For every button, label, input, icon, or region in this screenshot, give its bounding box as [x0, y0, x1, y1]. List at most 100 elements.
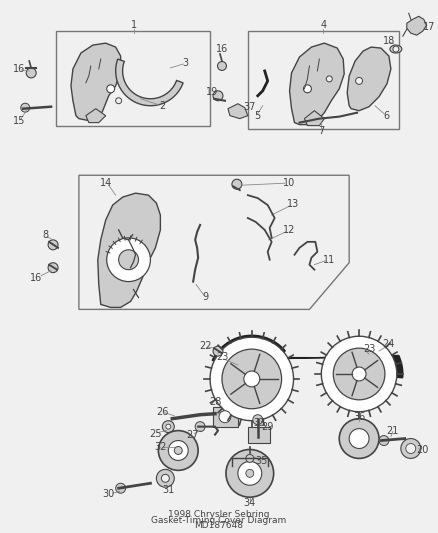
Circle shape — [406, 443, 416, 454]
Circle shape — [238, 462, 262, 485]
Text: 16: 16 — [13, 64, 25, 74]
Circle shape — [222, 349, 282, 409]
Circle shape — [21, 103, 30, 112]
Circle shape — [232, 179, 242, 189]
Text: 26: 26 — [156, 407, 169, 417]
Polygon shape — [86, 109, 106, 123]
Circle shape — [379, 435, 389, 446]
Polygon shape — [116, 59, 183, 106]
Text: 29: 29 — [261, 422, 274, 432]
Circle shape — [246, 470, 254, 478]
Circle shape — [166, 424, 171, 429]
Text: 10: 10 — [283, 178, 296, 188]
Bar — [135, 207, 150, 219]
Bar — [213, 407, 238, 426]
Circle shape — [356, 77, 363, 84]
Text: 1: 1 — [131, 20, 137, 30]
Text: 12: 12 — [283, 225, 296, 235]
Text: 5: 5 — [254, 111, 261, 120]
Text: 37: 37 — [244, 102, 256, 112]
Text: 17: 17 — [423, 22, 435, 32]
Text: 24: 24 — [383, 339, 395, 349]
Circle shape — [168, 441, 188, 461]
Text: 15: 15 — [13, 116, 25, 126]
Text: 3: 3 — [182, 58, 188, 68]
Circle shape — [48, 240, 58, 250]
Circle shape — [226, 449, 274, 497]
Text: 4: 4 — [320, 20, 326, 30]
Text: 35: 35 — [255, 456, 268, 466]
Circle shape — [218, 61, 226, 70]
Text: 16: 16 — [216, 44, 228, 54]
Polygon shape — [290, 43, 344, 125]
Circle shape — [156, 470, 174, 487]
Polygon shape — [228, 104, 248, 119]
Circle shape — [210, 337, 293, 421]
Circle shape — [48, 263, 58, 273]
Polygon shape — [347, 47, 391, 111]
Text: 34: 34 — [244, 498, 256, 508]
Text: 32: 32 — [154, 441, 166, 451]
Circle shape — [401, 439, 421, 458]
Circle shape — [339, 419, 379, 458]
Text: 20: 20 — [417, 446, 429, 456]
Text: 31: 31 — [162, 485, 174, 495]
Text: MD187648: MD187648 — [194, 521, 244, 530]
Circle shape — [159, 431, 198, 470]
Circle shape — [246, 455, 254, 463]
Circle shape — [161, 474, 170, 482]
Text: 25: 25 — [149, 429, 162, 439]
Circle shape — [253, 415, 263, 425]
Circle shape — [244, 371, 260, 387]
Polygon shape — [407, 17, 427, 35]
Text: 7: 7 — [318, 126, 325, 135]
Polygon shape — [304, 111, 324, 126]
Text: 21: 21 — [387, 426, 399, 435]
Polygon shape — [212, 335, 403, 378]
Text: 14: 14 — [99, 178, 112, 188]
Text: 19: 19 — [206, 87, 218, 97]
Text: 27: 27 — [186, 430, 198, 440]
Text: 18: 18 — [383, 36, 395, 46]
Text: 1998 Chrysler Sebring: 1998 Chrysler Sebring — [168, 510, 270, 519]
Circle shape — [219, 411, 231, 423]
Circle shape — [349, 429, 369, 448]
Circle shape — [352, 367, 366, 381]
Circle shape — [195, 422, 205, 432]
Circle shape — [174, 447, 182, 455]
Text: 30: 30 — [102, 489, 115, 499]
Bar — [248, 426, 270, 442]
Circle shape — [213, 346, 223, 356]
Text: 11: 11 — [323, 255, 336, 265]
Polygon shape — [98, 193, 160, 308]
Text: 23: 23 — [363, 344, 375, 354]
Circle shape — [333, 348, 385, 400]
Circle shape — [119, 250, 138, 270]
Polygon shape — [71, 43, 120, 120]
Text: 23: 23 — [216, 352, 228, 362]
Circle shape — [162, 421, 174, 433]
Circle shape — [213, 91, 223, 101]
Text: 13: 13 — [287, 199, 300, 209]
Text: 36: 36 — [353, 411, 365, 422]
Text: 9: 9 — [202, 293, 208, 302]
Circle shape — [107, 85, 115, 93]
Text: 6: 6 — [384, 111, 390, 120]
Bar — [248, 31, 399, 128]
Text: 16: 16 — [30, 272, 42, 282]
Circle shape — [304, 85, 311, 93]
Circle shape — [116, 98, 122, 104]
Text: 2: 2 — [159, 101, 166, 111]
Circle shape — [116, 483, 126, 493]
Ellipse shape — [390, 45, 402, 53]
Text: 28: 28 — [209, 397, 221, 407]
Text: 22: 22 — [199, 341, 212, 351]
Circle shape — [107, 238, 150, 281]
Circle shape — [321, 336, 397, 411]
Bar — [56, 31, 210, 126]
Circle shape — [26, 68, 36, 78]
Circle shape — [326, 76, 332, 82]
Text: 8: 8 — [42, 230, 48, 240]
Circle shape — [393, 46, 399, 52]
Text: Gasket-Timing Cover Diagram: Gasket-Timing Cover Diagram — [152, 515, 286, 524]
